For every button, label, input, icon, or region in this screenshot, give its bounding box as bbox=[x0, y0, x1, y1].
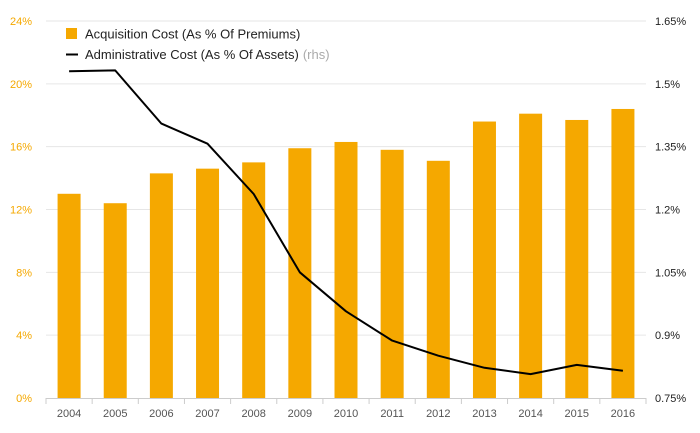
bar bbox=[57, 193, 81, 398]
legend-swatch-bar bbox=[66, 28, 77, 39]
bar bbox=[472, 121, 496, 399]
left-tick-label: 12% bbox=[10, 205, 32, 217]
legend-label-line-main: Administrative Cost (As % Of Assets) bbox=[85, 47, 299, 62]
x-tick-label: 2010 bbox=[334, 408, 358, 420]
legend-label-line-suffix: (rhs) bbox=[303, 47, 330, 62]
right-tick-label: 1.5% bbox=[655, 79, 680, 91]
bar bbox=[380, 149, 404, 398]
x-tick-label: 2005 bbox=[103, 408, 127, 420]
x-tick-label: 2015 bbox=[565, 408, 589, 420]
x-axis: 2004 2005 2006 2007 2008 2009 2010 2011 2012 2013… bbox=[45, 398, 647, 420]
x-tick-label: 2008 bbox=[241, 408, 265, 420]
left-tick-label: 0% bbox=[16, 393, 32, 405]
series-line bbox=[69, 69, 624, 376]
legend: Acquisition Cost (As % Of Premiums) Admi… bbox=[66, 27, 330, 62]
bar bbox=[196, 168, 220, 398]
right-tick-label: 0.9% bbox=[655, 330, 680, 342]
bar bbox=[611, 108, 635, 398]
x-tick-label: 2004 bbox=[57, 408, 81, 420]
x-tick-label: 2009 bbox=[288, 408, 312, 420]
left-tick-label: 20% bbox=[10, 79, 32, 91]
right-axis-ticks: 0.75% 0.9% 1.05% 1.2% 1.35% 1.5% 1.65% bbox=[655, 16, 686, 405]
bar bbox=[242, 162, 266, 398]
x-tick-label: 2006 bbox=[149, 408, 173, 420]
right-tick-label: 1.05% bbox=[655, 267, 686, 279]
left-tick-label: 4% bbox=[16, 330, 32, 342]
left-tick-label: 8% bbox=[16, 267, 32, 279]
bar bbox=[565, 119, 589, 399]
bar bbox=[149, 173, 173, 398]
bar-series bbox=[57, 108, 635, 399]
right-tick-label: 1.2% bbox=[655, 205, 680, 217]
bar bbox=[103, 203, 127, 398]
right-tick-label: 1.35% bbox=[655, 142, 686, 154]
legend-label-bar: Acquisition Cost (As % Of Premiums) bbox=[85, 27, 300, 42]
x-tick-label: 2012 bbox=[426, 408, 450, 420]
right-tick-label: 0.75% bbox=[655, 393, 686, 405]
left-tick-label: 16% bbox=[10, 142, 32, 154]
x-tick-label: 2016 bbox=[611, 408, 635, 420]
bar bbox=[334, 141, 358, 398]
right-tick-label: 1.65% bbox=[655, 16, 686, 28]
bar bbox=[519, 113, 543, 398]
bar bbox=[426, 160, 450, 398]
x-tick-label: 2014 bbox=[518, 408, 542, 420]
x-tick-label: 2013 bbox=[472, 408, 496, 420]
legend-label-line: Administrative Cost (As % Of Assets) (rhs… bbox=[85, 47, 330, 62]
x-tick-label: 2011 bbox=[380, 408, 404, 420]
left-axis-ticks: 0% 4% 8% 12% 16% 20% 24% bbox=[10, 16, 32, 405]
x-tick-label: 2007 bbox=[195, 408, 219, 420]
left-tick-label: 24% bbox=[10, 16, 32, 28]
line-series bbox=[69, 69, 624, 376]
